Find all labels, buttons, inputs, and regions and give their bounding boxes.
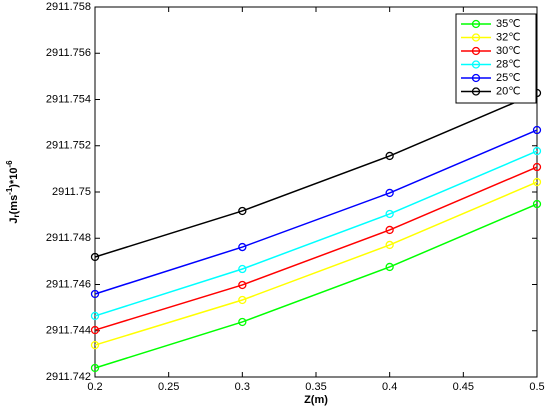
point-marker [238,264,247,274]
point-marker [385,188,394,198]
point-marker [385,225,394,235]
series-line [94,203,538,369]
y-axis-label: Jr(ms-1)*10-6 [5,160,21,224]
y-label-part: (ms [8,195,20,215]
legend-label: 20℃ [496,85,521,97]
y-tick-label: 2911.752 [46,140,91,152]
y-tick-label: 2911.742 [46,371,91,383]
point-marker [90,325,100,335]
legend-marker [471,73,481,83]
y-label-part: -6 [5,160,14,168]
point-marker [385,151,394,161]
point-marker [532,177,542,187]
y-label-part: J [8,218,20,224]
point-marker [90,340,100,350]
x-tick-label: 0.4 [382,381,397,393]
point-marker [532,125,542,135]
point-marker [385,262,394,272]
x-tick-label: 0.3 [235,381,250,393]
series-line [94,166,538,331]
y-tick-label: 2911.754 [46,93,91,105]
legend-marker [471,33,481,42]
legend-marker [471,87,481,96]
series-line [94,181,538,346]
point-marker [238,317,247,327]
series-line [94,150,538,317]
point-marker [90,311,100,321]
legend-box [455,13,537,104]
point-marker [238,242,247,252]
point-marker [90,363,100,373]
legend-label: 30℃ [496,45,521,57]
series-line [94,129,538,295]
legend-marker [471,60,481,69]
point-marker [238,280,247,290]
point-marker [532,146,542,156]
y-tick-label: 2911.75 [52,186,91,198]
x-tick-label: 0.25 [158,381,179,393]
y-label-part: r [12,214,21,217]
y-label-part: )*10 [8,168,20,188]
x-axis-label: Z(m) [304,394,328,406]
legend-label: 35℃ [496,18,521,30]
y-tick-label: 2911.758 [46,1,91,13]
x-tick-label: 0.45 [453,381,474,393]
legend-label: 25℃ [496,72,521,84]
point-marker [90,289,100,299]
x-tick-label: 0.5 [529,381,544,393]
y-tick-label: 2911.744 [46,325,91,337]
point-marker [238,295,247,305]
legend-label: 32℃ [496,31,521,43]
point-marker [532,162,542,172]
point-marker [238,206,247,216]
y-tick-label: 2911.746 [46,278,91,290]
series-line [94,92,538,258]
point-marker [385,240,394,250]
y-tick-label: 2911.756 [46,47,91,59]
x-tick-label: 0.2 [87,381,102,393]
y-tick-label: 2911.748 [46,232,91,244]
legend-marker [471,19,481,29]
y-label-part: -1 [5,187,14,195]
point-marker [385,209,394,219]
legend-label: 28℃ [496,58,521,70]
point-marker [90,252,100,262]
point-marker [532,199,542,209]
x-tick-label: 0.35 [305,381,326,393]
legend-marker [471,46,481,56]
